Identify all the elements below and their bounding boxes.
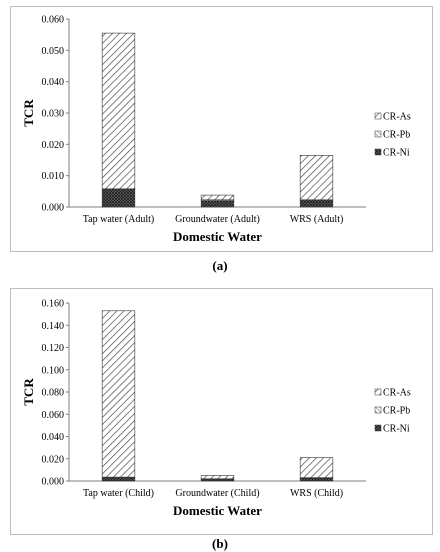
y-tick-label: 0.040 <box>42 432 65 443</box>
legend-label-cr-ni: CR-Ni <box>383 148 410 159</box>
caption-b-text: (b) <box>212 536 228 551</box>
legend-label-cr-as: CR-As <box>383 388 411 399</box>
y-tick-label: 0.060 <box>42 410 65 421</box>
legend-swatch-cr-as <box>375 389 381 395</box>
x-axis-title: Domestic Water <box>173 229 262 244</box>
x-tick-label: WRS (Child) <box>290 488 343 499</box>
bar-segment-cr-as <box>300 458 333 478</box>
bar-segment-cr-ni <box>201 201 234 207</box>
chart-a: 0.000 0.010 0.020 0.030 0.040 0.050 0.060 Tap w… <box>11 7 432 251</box>
legend-swatch-cr-pb <box>375 131 381 137</box>
bar-segment-cr-as <box>300 155 333 199</box>
y-tick-label: 0.030 <box>42 109 65 120</box>
bar-segment-cr-as <box>201 475 234 478</box>
y-tick-label: 0.000 <box>42 203 65 214</box>
legend-swatch-cr-ni <box>375 425 381 431</box>
legend-label-cr-ni: CR-Ni <box>383 424 410 435</box>
bar-segment-cr-ni <box>300 478 333 481</box>
y-tick-label: 0.080 <box>42 388 65 399</box>
y-axis-title: TCR <box>21 99 36 127</box>
legend-swatch-cr-ni <box>375 149 381 155</box>
y-axis-title: TCR <box>21 378 36 406</box>
legend-label-cr-pb: CR-Pb <box>383 130 410 141</box>
y-tick-label: 0.020 <box>42 454 65 465</box>
legend-label-cr-as: CR-As <box>383 112 411 123</box>
x-axis-title: Domestic Water <box>173 503 262 518</box>
bar-segment-cr-ni <box>102 478 135 481</box>
y-tick-label: 0.140 <box>42 321 65 332</box>
y-tick-label: 0.040 <box>42 77 65 88</box>
x-tick-label: Tap water (Adult) <box>83 214 155 225</box>
y-tick-label: 0.120 <box>42 343 65 354</box>
y-tick-label: 0.100 <box>42 365 65 376</box>
y-tick-label: 0.000 <box>42 477 65 488</box>
legend-swatch-cr-as <box>375 113 381 119</box>
chart-b: 0.000 0.020 0.040 0.060 0.080 0.100 0.120 0.140… <box>11 289 432 534</box>
chart-panel-a: 0.000 0.010 0.020 0.030 0.040 0.050 0.060 Tap w… <box>10 6 433 252</box>
legend-label-cr-pb: CR-Pb <box>383 406 410 417</box>
x-tick-label: Groundwater (Adult) <box>175 214 260 225</box>
bar-segment-cr-as <box>201 195 234 200</box>
bar-segment-cr-as <box>102 33 135 189</box>
y-tick-label: 0.010 <box>42 171 65 182</box>
bar-segment-cr-ni <box>102 189 135 207</box>
caption-a: (a) <box>0 258 440 274</box>
y-tick-label: 0.160 <box>42 299 65 310</box>
x-tick-label: WRS (Adult) <box>290 214 344 225</box>
chart-panel-b: 0.000 0.020 0.040 0.060 0.080 0.100 0.120 0.140… <box>10 288 433 535</box>
x-tick-label: Groundwater (Child) <box>175 488 259 499</box>
y-tick-label: 0.050 <box>42 46 65 57</box>
y-tick-label: 0.020 <box>42 140 65 151</box>
legend-swatch-cr-pb <box>375 407 381 413</box>
y-tick-label: 0.060 <box>42 15 65 26</box>
bar-segment-cr-as <box>102 311 135 477</box>
caption-a-text: (a) <box>212 258 227 273</box>
bar-segment-cr-ni <box>300 200 333 207</box>
x-tick-label: Tap water (Child) <box>83 488 154 499</box>
